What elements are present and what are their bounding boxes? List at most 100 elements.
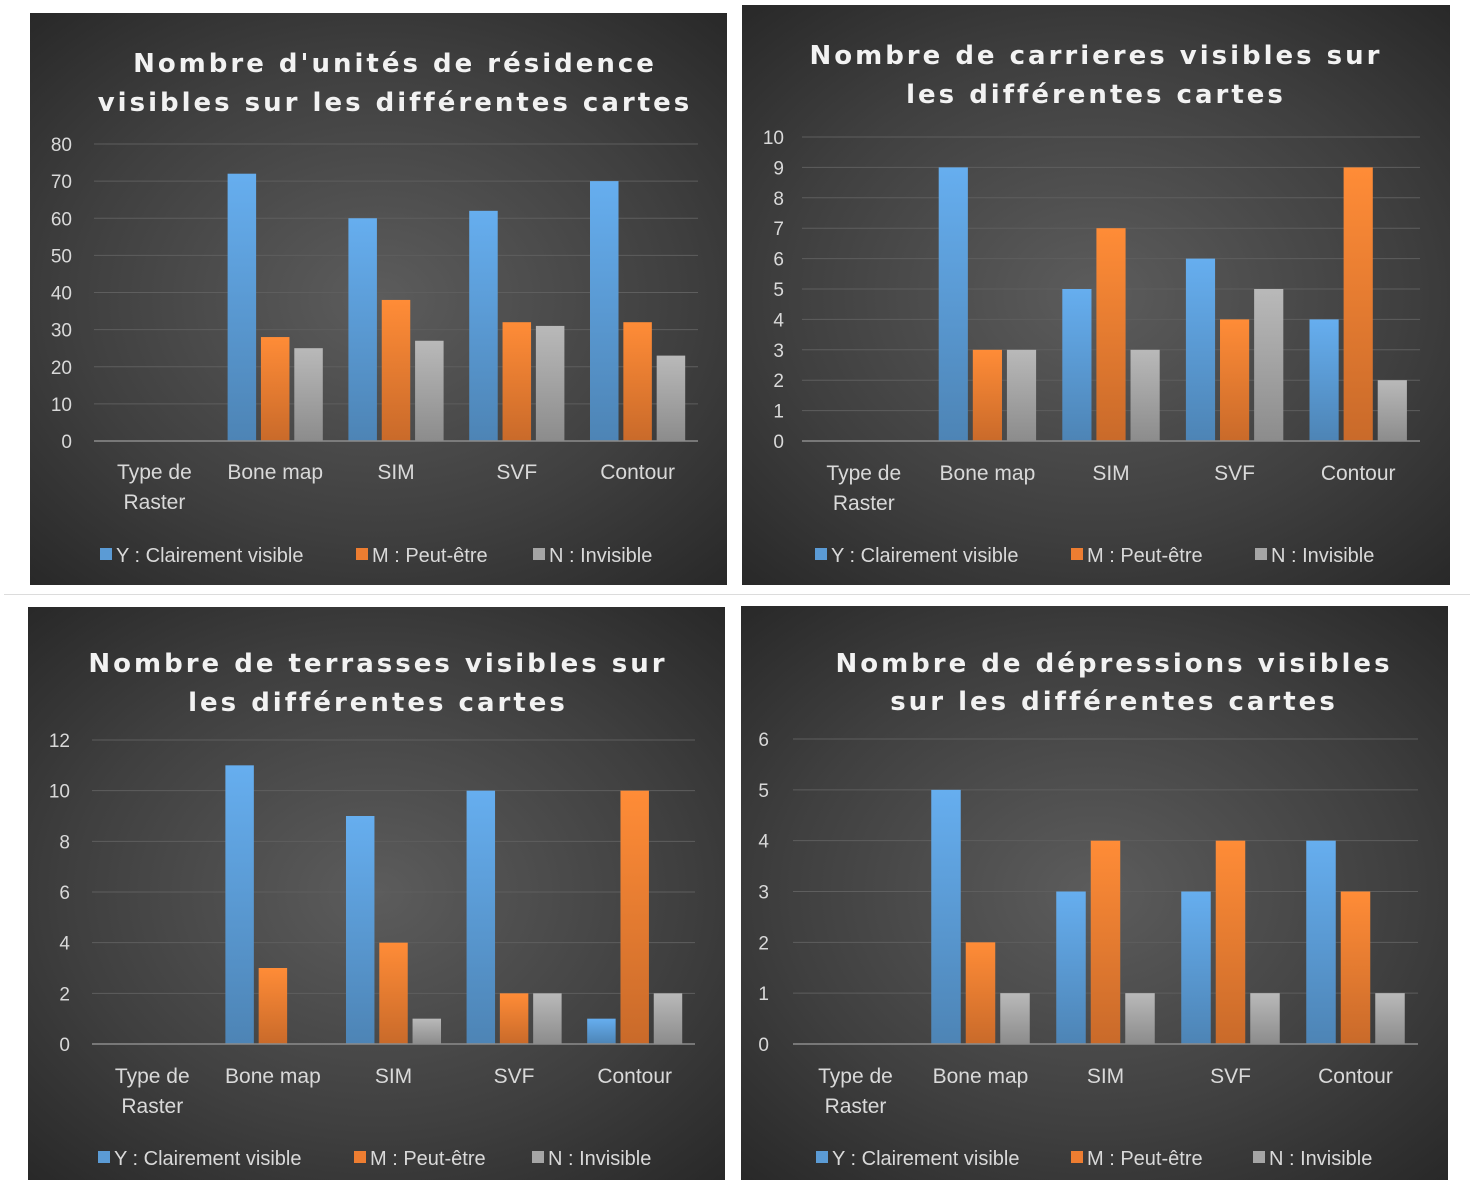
category-label: Contour [1321, 462, 1396, 485]
category-label: Bone map [933, 1065, 1029, 1088]
legend-label-m: M : Peut-être [1087, 1148, 1203, 1170]
y-tick-label: 30 [51, 321, 72, 342]
y-tick-label: 4 [758, 832, 769, 853]
chart-panel-residences: Nombre d'unités de résidence visibles sur… [30, 13, 727, 585]
legend-label-y: Y : Clairement visible [114, 1148, 301, 1170]
y-tick-label: 10 [51, 395, 72, 416]
chart-depressions: Nombre de dépressions visibles sur les di… [758, 649, 1418, 1170]
chart-title-line: sur les différentes cartes [890, 687, 1338, 717]
legend-label-m: M : Peut-être [1087, 545, 1203, 567]
legend-label-y: Y : Clairement visible [116, 545, 303, 567]
bar-n-3 [1254, 289, 1284, 441]
bar-m-3 [499, 993, 529, 1044]
category-label: SIM [1092, 462, 1129, 485]
bar-y-4 [587, 1018, 616, 1044]
category-label: Raster [121, 1095, 183, 1118]
category-label: Contour [1318, 1065, 1393, 1088]
bar-y-1 [938, 167, 968, 441]
y-tick-label: 0 [773, 432, 784, 453]
legend-label-n: N : Invisible [548, 1148, 651, 1170]
y-tick-label: 1 [758, 984, 769, 1005]
category-label: Type de [117, 461, 192, 484]
category-label: Contour [597, 1065, 672, 1088]
legend-label-n: N : Invisible [1269, 1148, 1372, 1170]
y-tick-label: 4 [59, 934, 70, 955]
y-tick-label: 2 [59, 984, 70, 1005]
bar-m-1 [258, 968, 288, 1044]
y-tick-label: 20 [51, 358, 72, 379]
bar-m-2 [379, 942, 408, 1044]
y-tick-label: 3 [773, 341, 784, 362]
legend-swatch-y [100, 548, 112, 560]
legend-swatch-m [1071, 1151, 1083, 1163]
chart-panel-carrieres: Nombre de carrieres visibles sur les diff… [742, 5, 1450, 585]
chart-title-line: Nombre de dépressions visibles [835, 649, 1392, 679]
bar-n-2 [1130, 349, 1160, 441]
chart-title-line: les différentes cartes [906, 80, 1286, 110]
y-tick-label: 5 [773, 280, 784, 301]
bar-n-4 [653, 993, 683, 1044]
y-tick-label: 2 [758, 933, 769, 954]
bar-m-4 [623, 322, 652, 441]
y-tick-label: 50 [51, 246, 72, 267]
legend-swatch-y [815, 548, 827, 560]
y-tick-label: 70 [51, 172, 72, 193]
y-tick-label: 0 [61, 432, 72, 453]
legend-swatch-y [816, 1151, 828, 1163]
y-tick-label: 6 [59, 883, 70, 904]
chart-title-line: Nombre de terrasses visibles sur [88, 649, 667, 679]
chart-panel-depressions: Nombre de dépressions visibles sur les di… [741, 606, 1448, 1180]
bar-y-3 [1185, 258, 1216, 441]
bar-n-1 [1006, 349, 1037, 441]
bar-m-2 [1090, 840, 1121, 1044]
y-tick-label: 3 [758, 883, 769, 904]
legend-swatch-n [1253, 1151, 1265, 1163]
bar-m-3 [502, 322, 532, 441]
chart-title-line: les différentes cartes [188, 688, 568, 718]
category-label: SVF [496, 461, 537, 484]
legend-label-n: N : Invisible [549, 545, 652, 567]
chart-residences: Nombre d'unités de résidence visibles sur… [51, 49, 698, 567]
bar-y-3 [469, 210, 498, 441]
y-tick-label: 80 [51, 135, 72, 156]
y-tick-label: 0 [758, 1035, 769, 1056]
bar-n-3 [533, 993, 562, 1044]
bar-n-2 [412, 1018, 442, 1044]
bar-y-4 [1306, 840, 1336, 1044]
y-tick-label: 6 [758, 730, 769, 751]
bar-m-4 [1343, 167, 1373, 441]
legend-label-m: M : Peut-être [372, 545, 488, 567]
legend-swatch-n [1255, 548, 1267, 560]
bar-m-1 [965, 942, 996, 1044]
bar-m-2 [381, 299, 411, 441]
bar-y-2 [1056, 891, 1086, 1044]
bar-n-1 [294, 348, 323, 441]
chart-title-line: Nombre d'unités de résidence [133, 49, 657, 79]
y-tick-label: 5 [758, 781, 769, 802]
bar-n-3 [535, 325, 565, 441]
bar-m-4 [620, 790, 649, 1044]
y-tick-label: 4 [773, 310, 784, 331]
category-label: SIM [375, 1065, 412, 1088]
bar-n-4 [656, 355, 686, 441]
bar-y-3 [1181, 891, 1211, 1044]
bar-y-4 [590, 181, 619, 441]
bar-m-1 [972, 349, 1002, 441]
bar-y-2 [1062, 289, 1092, 441]
y-tick-label: 10 [763, 128, 784, 149]
bar-n-3 [1250, 993, 1280, 1044]
category-label: Bone map [940, 462, 1036, 485]
bar-y-2 [348, 218, 377, 441]
chart-panel-terrasses: Nombre de terrasses visibles sur les diff… [28, 607, 725, 1180]
legend-swatch-m [356, 548, 368, 560]
bar-y-2 [345, 816, 375, 1044]
bar-n-2 [415, 340, 444, 441]
figure-divider [4, 594, 1470, 595]
chart-carrieres: Nombre de carrieres visibles sur les diff… [763, 41, 1420, 567]
category-label: SVF [494, 1065, 535, 1088]
y-tick-label: 60 [51, 209, 72, 230]
category-label: SIM [1087, 1065, 1124, 1088]
bar-m-3 [1220, 319, 1250, 441]
bar-m-2 [1096, 228, 1126, 441]
y-tick-label: 8 [773, 189, 784, 210]
